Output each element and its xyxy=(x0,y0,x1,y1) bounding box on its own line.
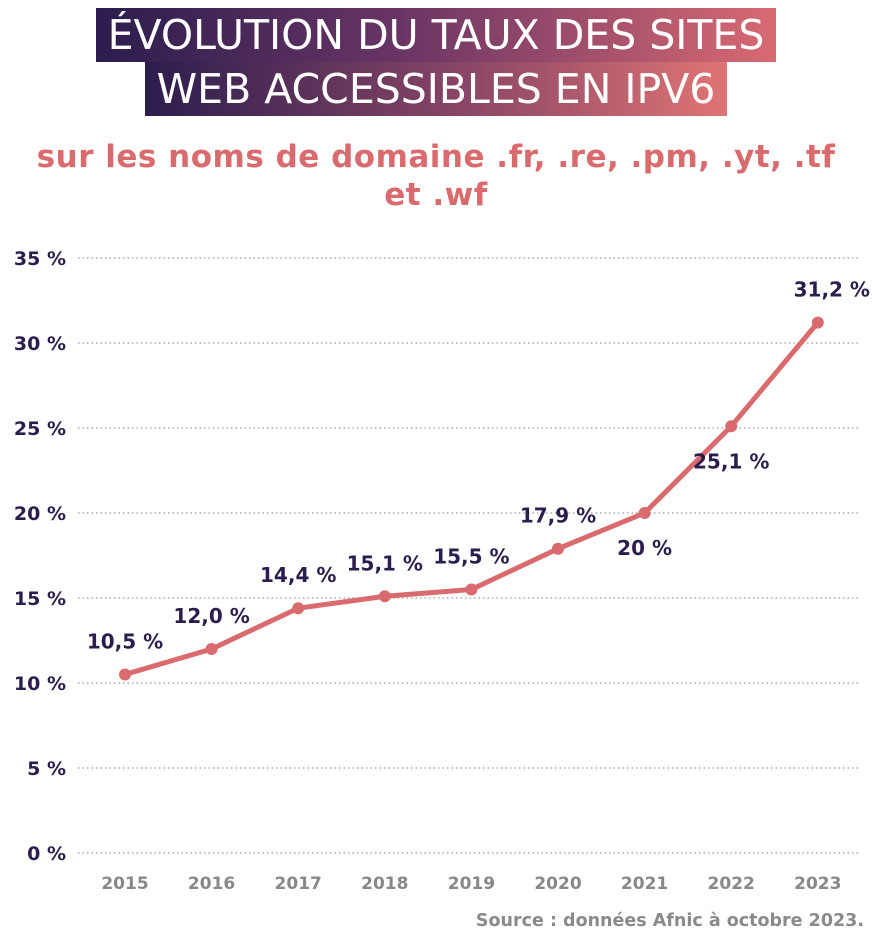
y-tick-label: 20 % xyxy=(14,503,66,525)
data-point xyxy=(725,420,738,433)
y-tick-label: 30 % xyxy=(14,333,66,355)
data-point xyxy=(465,583,478,596)
data-point xyxy=(552,542,564,555)
data-label: 12,0 % xyxy=(173,604,249,628)
data-point xyxy=(205,643,218,655)
data-label: 15,5 % xyxy=(433,545,509,569)
y-tick-label: 35 % xyxy=(14,248,66,270)
x-tick-label: 2020 xyxy=(534,874,581,894)
data-point xyxy=(378,590,391,603)
data-point xyxy=(292,602,305,615)
y-tick-label: 10 % xyxy=(14,673,66,695)
data-label: 14,4 % xyxy=(260,563,336,587)
x-tick-label: 2015 xyxy=(101,874,148,894)
title-block: ÉVOLUTION DU TAUX DES SITES WEB ACCESSIB… xyxy=(0,8,872,116)
chart-subtitle: sur les noms de domaine .fr, .re, .pm, .… xyxy=(36,139,836,213)
source-note: Source : données Afnic à octobre 2023. xyxy=(475,911,864,931)
data-label: 25,1 % xyxy=(693,449,769,473)
data-point xyxy=(638,507,651,519)
y-tick-label: 0 % xyxy=(27,843,66,865)
data-label: 10,5 % xyxy=(87,630,163,654)
y-tick-label: 25 % xyxy=(14,418,66,440)
y-tick-label: 5 % xyxy=(27,758,66,780)
chart-title-line-2: WEB ACCESSIBLES EN IPV6 xyxy=(144,62,728,116)
data-label: 17,9 % xyxy=(520,504,596,528)
data-label: 31,2 % xyxy=(794,278,870,302)
chart-title-line-1: ÉVOLUTION DU TAUX DES SITES xyxy=(95,8,777,62)
data-label: 20 % xyxy=(617,536,672,560)
data-label: 15,1 % xyxy=(347,551,423,575)
x-tick-label: 2016 xyxy=(188,874,235,894)
y-tick-label: 15 % xyxy=(14,588,66,610)
x-tick-label: 2023 xyxy=(794,874,841,894)
x-tick-label: 2018 xyxy=(361,874,408,894)
x-tick-label: 2022 xyxy=(708,874,755,894)
data-point xyxy=(811,316,824,329)
x-tick-label: 2021 xyxy=(621,874,668,894)
data-point xyxy=(119,668,131,681)
x-tick-label: 2017 xyxy=(275,874,322,894)
x-tick-label: 2019 xyxy=(448,874,495,894)
